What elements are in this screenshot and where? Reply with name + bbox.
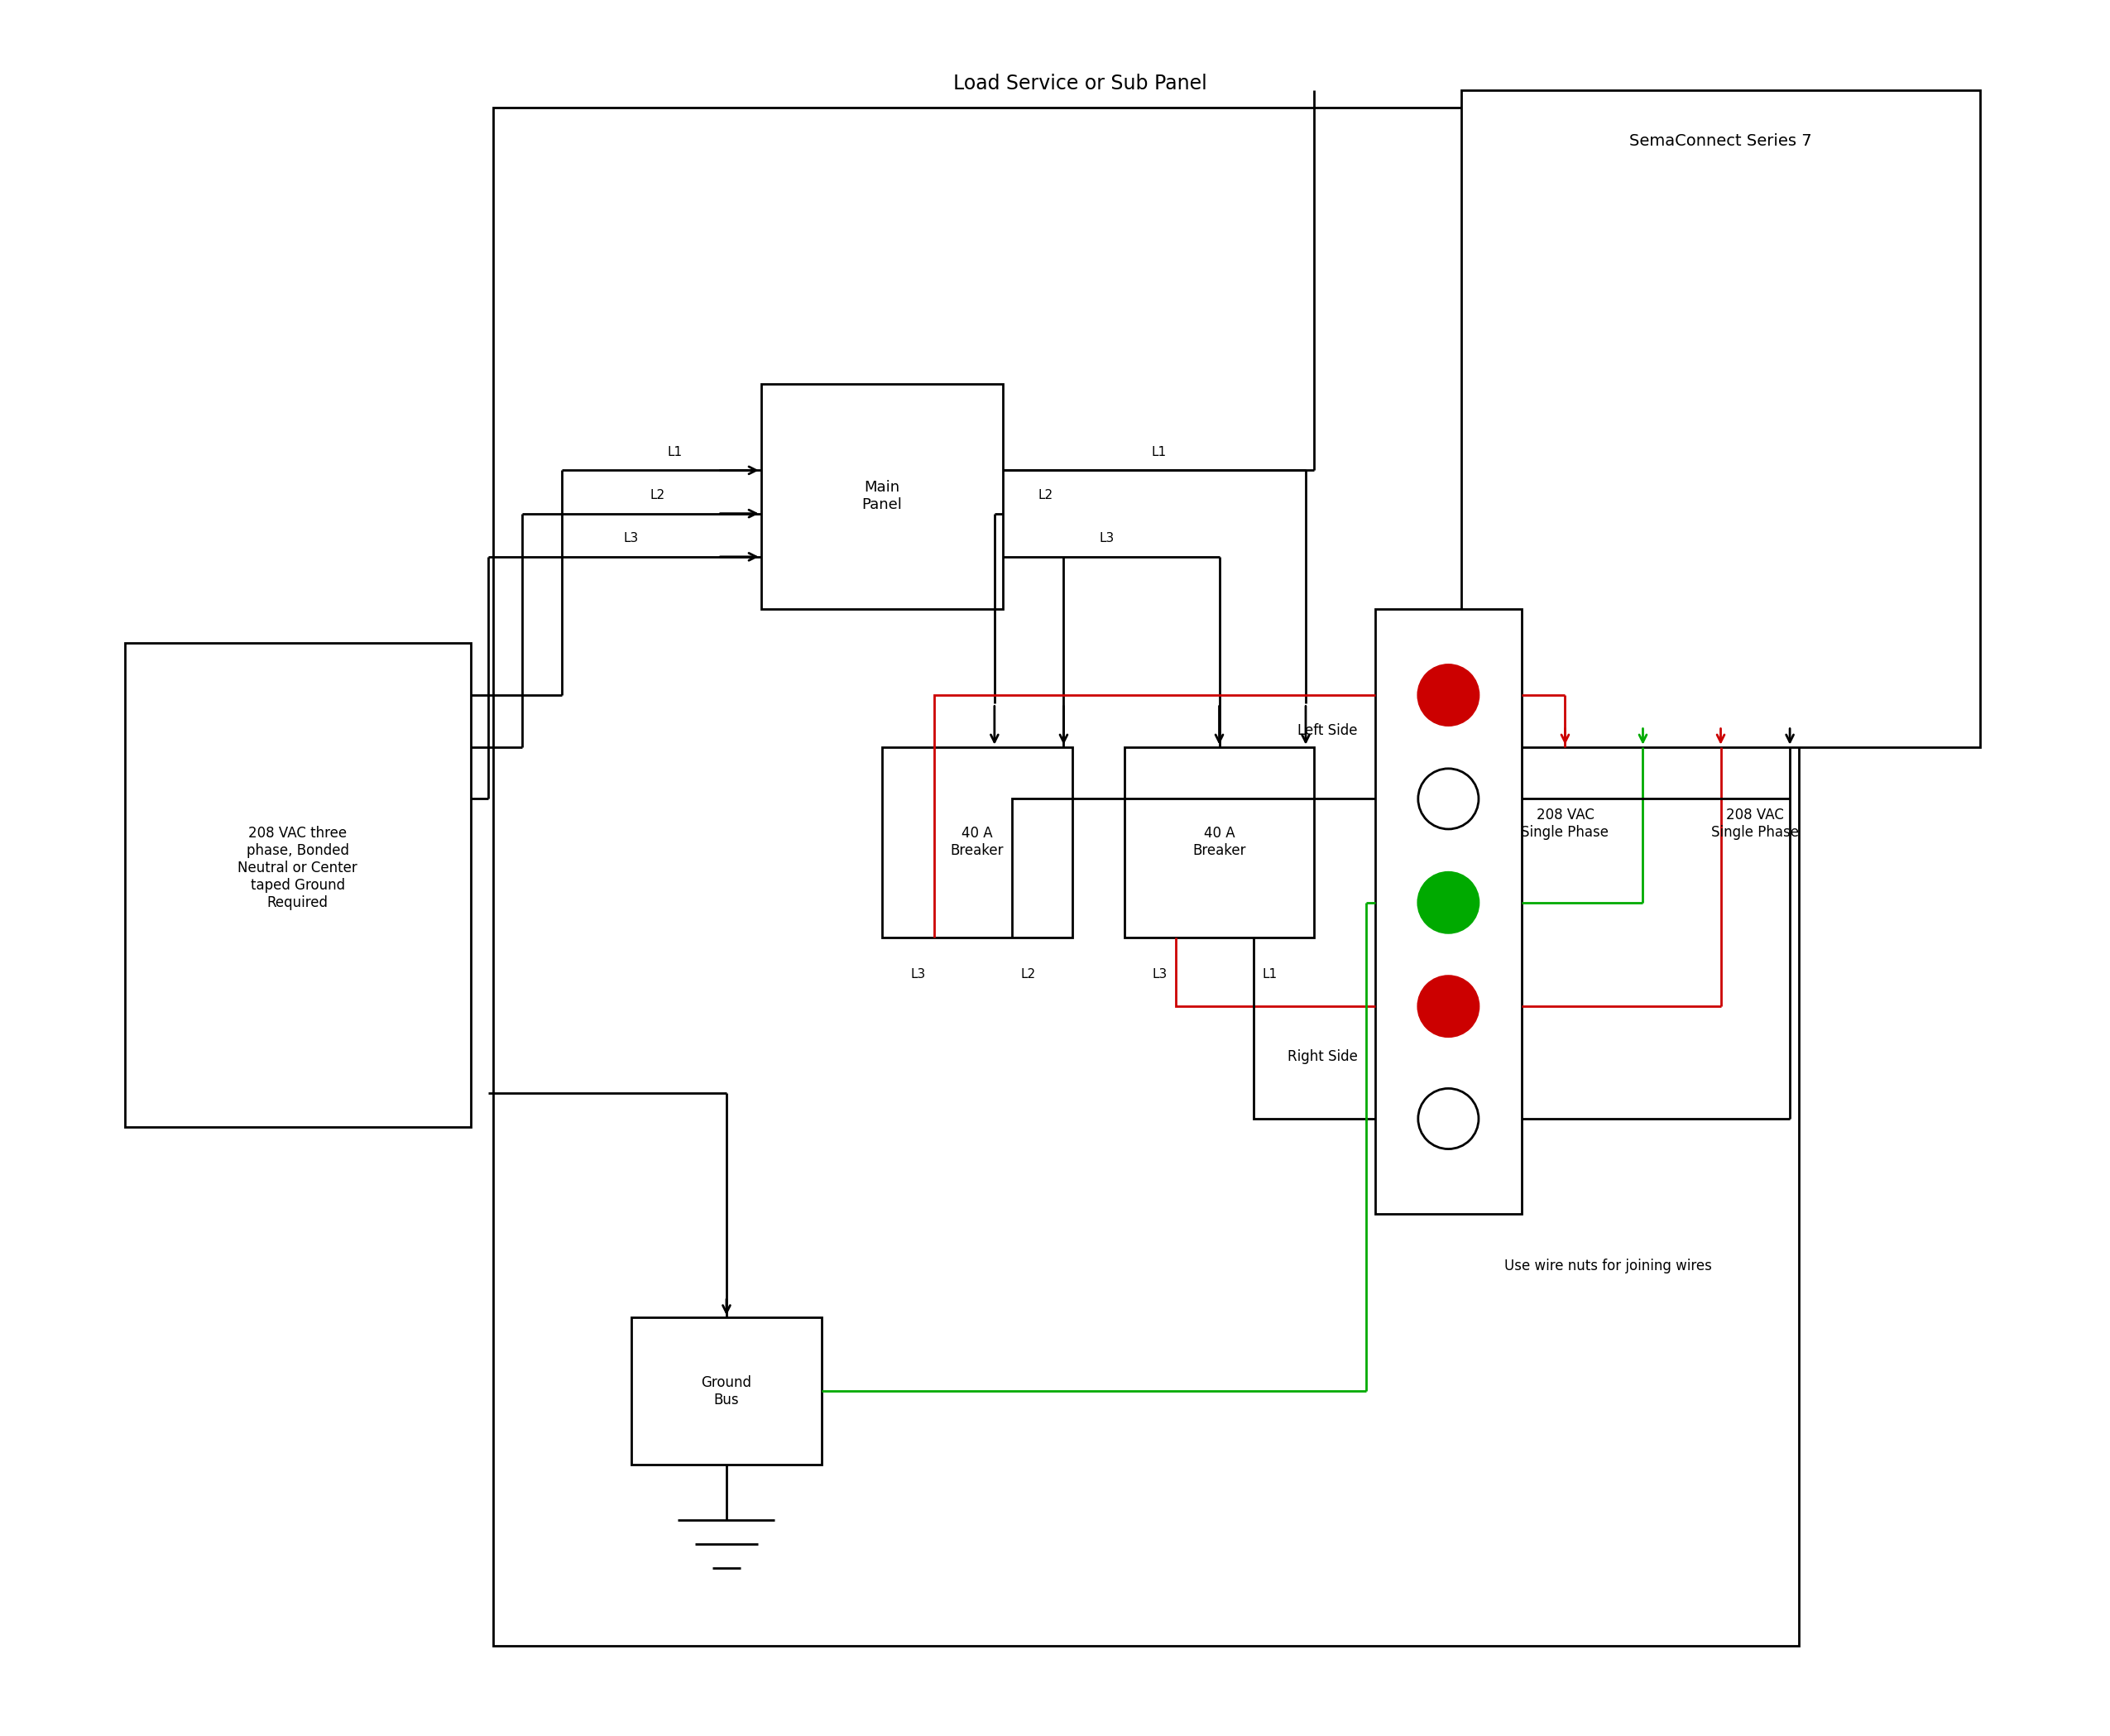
Bar [1462,90,1979,746]
Bar [762,384,1002,609]
Text: L3: L3 [1152,969,1167,981]
Text: Right Side: Right Side [1287,1050,1357,1064]
Bar [1376,609,1521,1213]
Text: L2: L2 [1021,969,1036,981]
Text: Use wire nuts for joining wires: Use wire nuts for joining wires [1504,1259,1711,1272]
Bar [124,644,471,1127]
Text: L3: L3 [625,533,639,545]
Circle shape [1418,665,1479,726]
Text: 40 A
Breaker: 40 A Breaker [1192,826,1245,858]
Text: L2: L2 [1038,490,1053,502]
Circle shape [1418,976,1479,1036]
Text: L3: L3 [1099,533,1114,545]
Bar [631,1318,821,1465]
Text: L1: L1 [667,446,682,458]
Circle shape [1418,1088,1479,1149]
Circle shape [1418,871,1479,932]
Text: L1: L1 [1262,969,1277,981]
Text: 208 VAC three
phase, Bonded
Neutral or Center
taped Ground
Required: 208 VAC three phase, Bonded Neutral or C… [238,826,357,910]
Text: 40 A
Breaker: 40 A Breaker [949,826,1004,858]
Text: 208 VAC
Single Phase: 208 VAC Single Phase [1521,807,1610,840]
Bar [882,746,1072,937]
Circle shape [1418,769,1479,830]
Bar [494,108,1798,1646]
Text: L2: L2 [650,490,665,502]
Text: L1: L1 [1152,446,1167,458]
Text: Load Service or Sub Panel: Load Service or Sub Panel [954,73,1207,94]
Text: 208 VAC
Single Phase: 208 VAC Single Phase [1711,807,1800,840]
Text: Main
Panel: Main Panel [861,481,903,512]
Text: L3: L3 [909,969,926,981]
Text: SemaConnect Series 7: SemaConnect Series 7 [1629,134,1812,149]
Text: Ground
Bus: Ground Bus [701,1375,751,1408]
Bar [1125,746,1315,937]
Text: Left Side: Left Side [1298,724,1357,738]
